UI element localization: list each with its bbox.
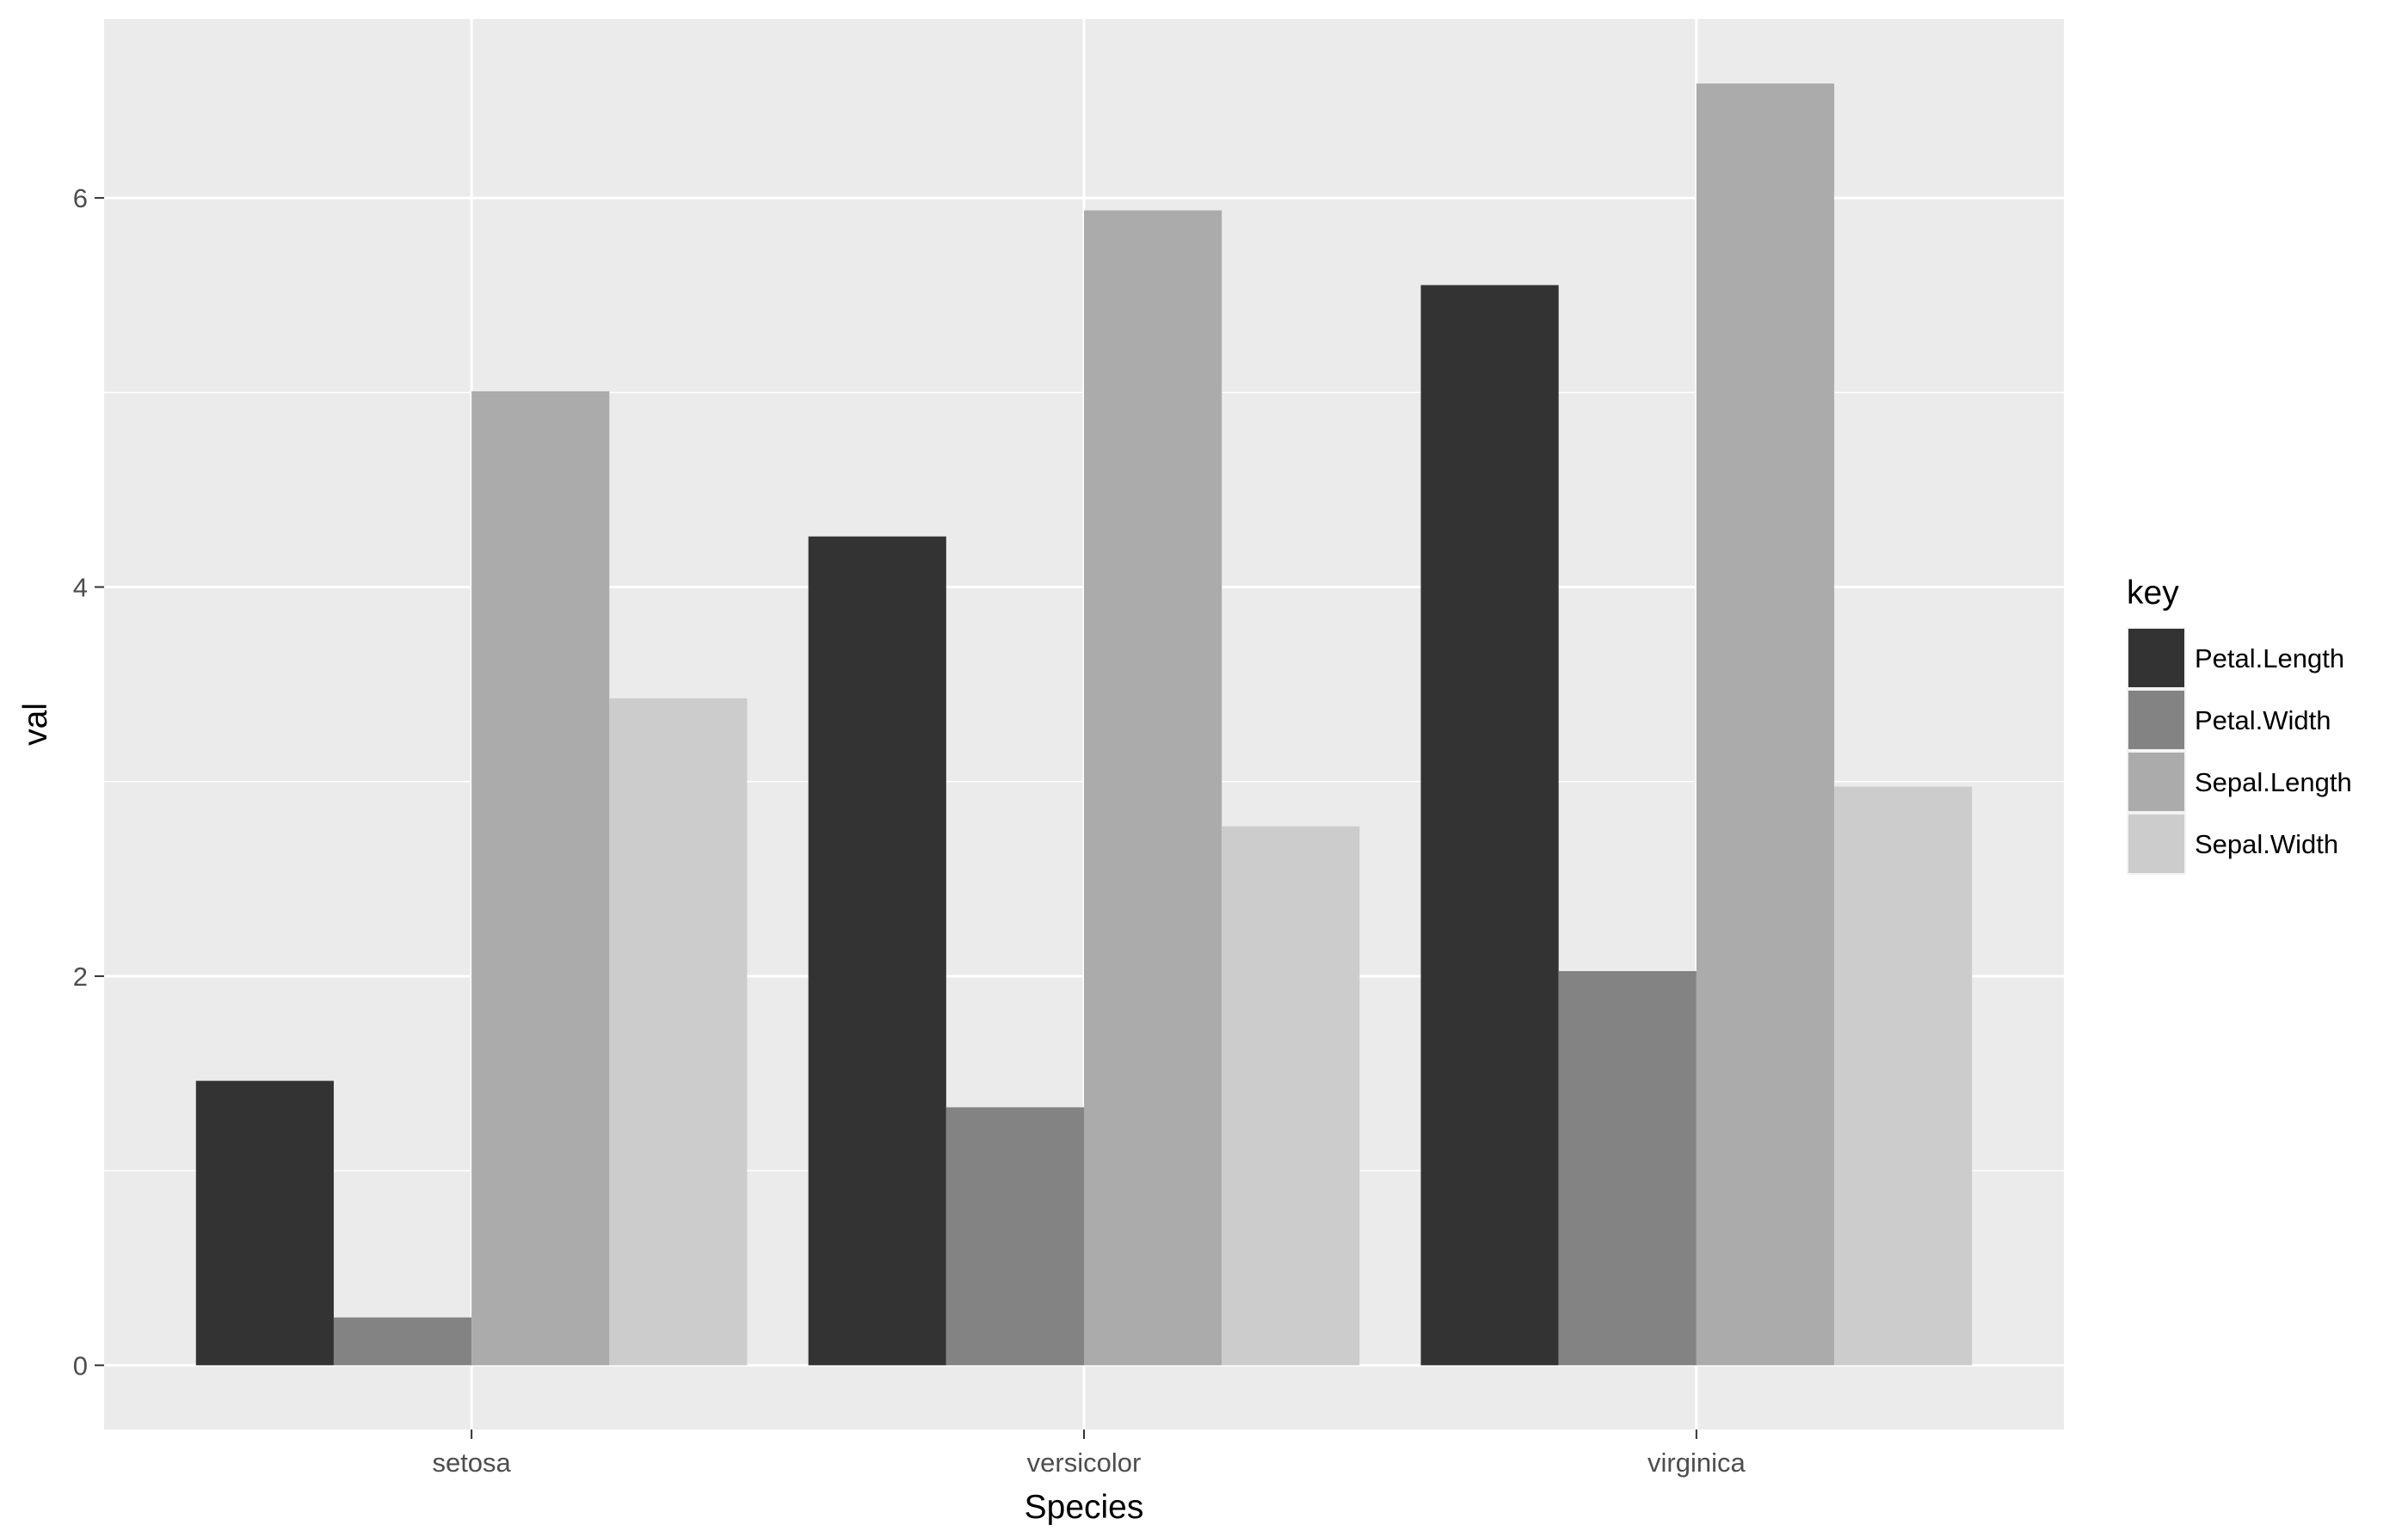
- legend-label: Sepal.Width: [2195, 829, 2338, 859]
- legend-label: Sepal.Length: [2195, 767, 2352, 797]
- bar-versicolor-petal-width: [945, 1107, 1084, 1366]
- bar-virginica-petal-length: [1420, 285, 1559, 1366]
- y-tick-label: 0: [73, 1350, 88, 1380]
- y-axis-title: val: [17, 703, 54, 746]
- y-tick-label: 4: [73, 573, 88, 603]
- bar-setosa-petal-length: [195, 1080, 334, 1366]
- legend-title: key: [2127, 575, 2179, 612]
- legend-key-swatch: [2128, 753, 2184, 811]
- x-axis-title: Species: [1025, 1489, 1144, 1526]
- x-tick-label: versicolor: [1027, 1448, 1142, 1478]
- legend-key-swatch: [2128, 629, 2184, 687]
- legend-label: Petal.Length: [2195, 643, 2344, 673]
- bar-virginica-sepal-width: [1834, 786, 1973, 1366]
- bar-versicolor-sepal-length: [1084, 210, 1222, 1366]
- bar-setosa-sepal-length: [471, 390, 610, 1366]
- bar-versicolor-petal-length: [808, 536, 946, 1366]
- bar-setosa-sepal-width: [609, 698, 748, 1366]
- bars: [195, 83, 1973, 1366]
- legend: key Petal.Length Petal.Width Sepal.Length S…: [2127, 575, 2352, 875]
- legend-label: Petal.Width: [2195, 705, 2331, 735]
- bar-virginica-petal-width: [1558, 971, 1697, 1366]
- y-tick-label: 6: [73, 183, 88, 213]
- bar-setosa-petal-width: [333, 1317, 472, 1366]
- x-tick-label: virginica: [1647, 1448, 1746, 1478]
- x-tick-label: setosa: [432, 1448, 511, 1478]
- bar-virginica-sepal-length: [1696, 83, 1835, 1366]
- y-tick-label: 2: [73, 962, 88, 992]
- legend-key-swatch: [2128, 815, 2184, 873]
- x-axis: setosa versicolor virginica: [432, 1429, 1746, 1478]
- legend-key-swatch: [2128, 691, 2184, 749]
- y-axis: 0 2 4 6: [73, 183, 104, 1380]
- bar-versicolor-sepal-width: [1222, 826, 1360, 1366]
